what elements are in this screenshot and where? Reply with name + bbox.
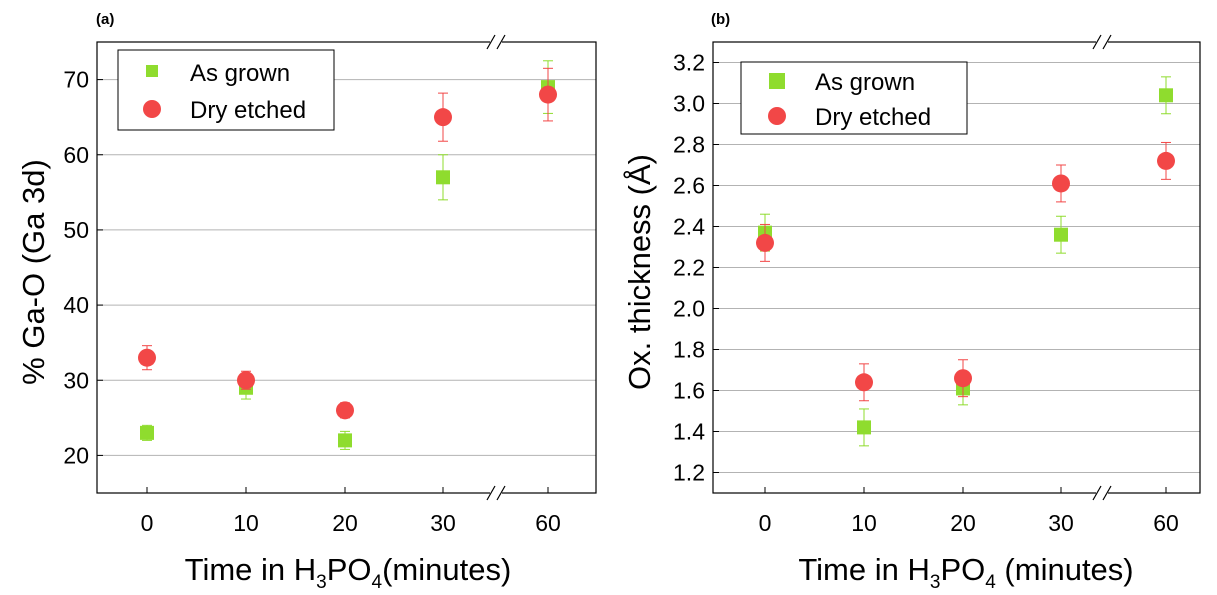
data-point-circle xyxy=(336,401,354,420)
axis-break-slash xyxy=(486,34,496,50)
panel-a-gridlines xyxy=(97,79,596,456)
axis-break-gap xyxy=(1096,39,1108,45)
axis-break-slash xyxy=(1102,34,1112,50)
y-tick-label: 2.0 xyxy=(673,296,705,322)
panel-b-ticks: 1.2 1.4 1.6 1.8 2.0 2.2 2.4 2.6 2.8 3.0 3.2 0 10 20 30… xyxy=(673,50,1179,537)
panel-a-legend: As grown Dry etched xyxy=(117,49,335,131)
data-point-square xyxy=(338,433,352,448)
panel-b-plot-frame xyxy=(712,41,1201,494)
data-point-square xyxy=(436,170,450,185)
data-point-square xyxy=(857,420,871,435)
y-tick-label: 1.4 xyxy=(673,419,705,445)
y-tick-label: 2.6 xyxy=(673,173,705,199)
panel-a-label: (a) xyxy=(96,11,114,28)
data-point-circle xyxy=(434,108,452,127)
panel-a: (a) 20 30 40 50 60 70 0 10 20 30 60 As grown Dry e… xyxy=(16,11,597,593)
panel-a-legend-circle-marker xyxy=(143,100,161,118)
y-tick-label: 1.6 xyxy=(673,378,705,404)
y-tick-label: 3.2 xyxy=(673,50,705,76)
y-tick-label: 50 xyxy=(63,217,89,243)
y-tick-label: 60 xyxy=(63,142,89,168)
data-point-circle xyxy=(1052,174,1070,193)
y-tick-label: 40 xyxy=(63,292,89,318)
x-tick-label: 0 xyxy=(141,510,154,536)
y-tick-label: 2.4 xyxy=(673,214,705,240)
axis-break-slash xyxy=(496,34,506,50)
panel-b-legend-square-marker xyxy=(769,73,785,89)
y-tick-label: 1.8 xyxy=(673,337,705,363)
panel-b-legend-label-as-grown: As grown xyxy=(815,69,915,96)
x-tick-label: 0 xyxy=(759,510,772,536)
y-tick-label: 1.2 xyxy=(673,460,705,486)
panel-b-legend-circle-marker xyxy=(768,107,786,125)
y-tick-label: 20 xyxy=(63,442,89,468)
data-point-circle xyxy=(237,371,255,390)
data-point-circle xyxy=(756,233,774,252)
y-tick-label: 70 xyxy=(63,67,89,93)
panel-b-label: (b) xyxy=(711,11,730,28)
y-tick-label: 2.8 xyxy=(673,132,705,158)
panel-a-legend-square-marker xyxy=(146,65,158,77)
panel-b-axis-break xyxy=(1092,34,1112,501)
y-tick-label: 3.0 xyxy=(673,91,705,117)
panel-a-ticks: 20 30 40 50 60 70 0 10 20 30 60 xyxy=(63,67,560,536)
x-tick-label: 10 xyxy=(851,510,877,536)
panel-b-legend: As grown Dry etched xyxy=(740,61,968,135)
data-point-square xyxy=(1054,227,1068,242)
axis-break-gap xyxy=(490,39,502,45)
x-tick-label: 20 xyxy=(332,510,358,536)
panel-a-legend-label-dry-etched: Dry etched xyxy=(190,97,306,124)
x-tick-label: 20 xyxy=(950,510,976,536)
x-tick-label: 30 xyxy=(1048,510,1074,536)
axis-break-slash xyxy=(496,485,506,501)
data-point-square xyxy=(140,425,154,440)
axis-break-gap xyxy=(490,490,502,496)
panel-a-x-axis-label: Time in H3PO4(minutes) xyxy=(185,552,512,593)
data-point-square xyxy=(1159,88,1173,103)
panel-b-legend-label-dry-etched: Dry etched xyxy=(815,104,931,131)
panel-b: (b) 1.2 1.4 1.6 1.8 2.0 2.2 2.4 2.6 2.8 3.0 3.2 0 10… xyxy=(622,11,1201,593)
x-tick-label: 30 xyxy=(430,510,456,536)
panel-a-plot-frame xyxy=(96,41,597,494)
panel-a-legend-label-as-grown: As grown xyxy=(190,60,290,87)
axis-break-slash xyxy=(486,485,496,501)
data-point-circle xyxy=(954,369,972,388)
panel-b-x-axis-label: Time in H3PO4 (minutes) xyxy=(798,552,1133,593)
data-point-circle xyxy=(1157,151,1175,170)
x-tick-label: 10 xyxy=(233,510,259,536)
panel-a-data-marks xyxy=(138,60,557,450)
y-tick-label: 30 xyxy=(63,367,89,393)
axis-break-slash xyxy=(1092,34,1102,50)
panel-b-data-marks xyxy=(756,76,1175,447)
panel-b-y-axis-label: Ox. thickness (Å) xyxy=(622,154,657,390)
y-tick-label: 2.2 xyxy=(673,255,705,281)
data-point-circle xyxy=(855,373,873,392)
x-tick-label: 60 xyxy=(535,510,561,536)
x-tick-label: 60 xyxy=(1153,510,1179,536)
axis-break-slash xyxy=(1092,485,1102,501)
panel-a-axis-break xyxy=(486,34,506,501)
data-point-circle xyxy=(539,85,557,104)
data-point-circle xyxy=(138,348,156,367)
panel-a-y-axis-label: % Ga-O (Ga 3d) xyxy=(16,159,51,385)
axis-break-gap xyxy=(1096,490,1108,496)
axis-break-slash xyxy=(1102,485,1112,501)
